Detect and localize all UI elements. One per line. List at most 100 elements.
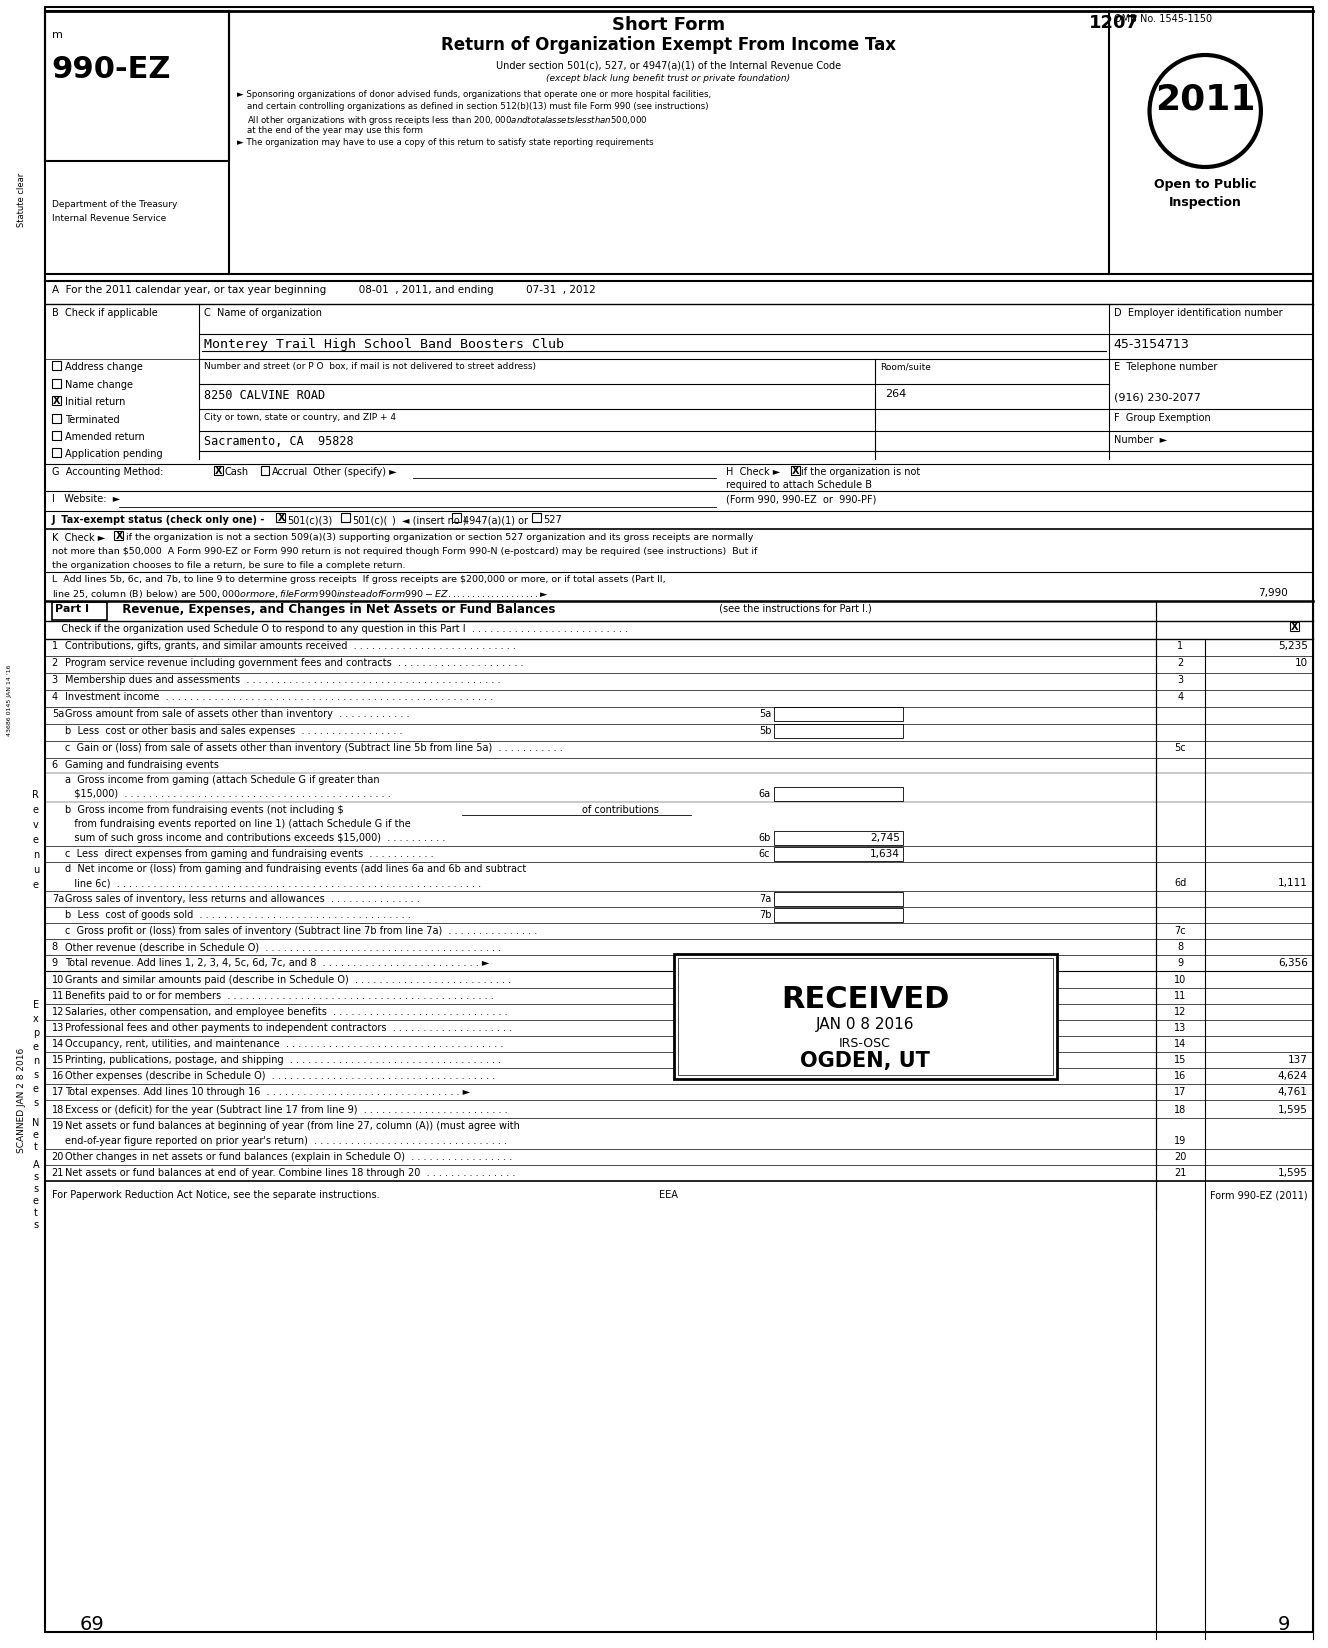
- Text: Statute clear: Statute clear: [17, 173, 27, 227]
- Text: 1207: 1207: [1089, 13, 1139, 31]
- Text: 1: 1: [1178, 641, 1183, 651]
- Text: Open to Public: Open to Public: [1154, 178, 1256, 191]
- Text: n: n: [33, 849, 39, 860]
- Text: All other organizations with gross receipts less than $200,000 and total assets : All other organizations with gross recei…: [247, 114, 647, 127]
- Text: 45-3154713: 45-3154713: [1114, 338, 1190, 351]
- Text: 10: 10: [1295, 658, 1308, 667]
- Text: 501(c)(3): 501(c)(3): [287, 514, 332, 524]
- Text: 8: 8: [1178, 941, 1183, 951]
- Text: not more than $50,000  A Form 990-EZ or Form 990 return is not required though F: not more than $50,000 A Form 990-EZ or F…: [52, 547, 757, 555]
- Text: 7c: 7c: [1174, 926, 1186, 936]
- Text: 9: 9: [1278, 1613, 1291, 1633]
- Text: L  Add lines 5b, 6c, and 7b, to line 9 to determine gross receipts  If gross rec: L Add lines 5b, 6c, and 7b, to line 9 to…: [52, 575, 665, 583]
- Text: 4,624: 4,624: [1278, 1070, 1308, 1081]
- Text: J  Tax-exempt status (check only one) -: J Tax-exempt status (check only one) -: [52, 514, 266, 524]
- Text: 19: 19: [52, 1121, 64, 1131]
- Bar: [774, 788, 903, 801]
- Text: n: n: [33, 1055, 39, 1065]
- Text: Net assets or fund balances at beginning of year (from line 27, column (A)) (mus: Net assets or fund balances at beginning…: [65, 1121, 519, 1131]
- Bar: [774, 725, 903, 738]
- Bar: [453, 514, 461, 522]
- Text: Short Form: Short Form: [612, 16, 725, 35]
- Text: Membership dues and assessments  . . . . . . . . . . . . . . . . . . . . . . . .: Membership dues and assessments . . . . …: [65, 674, 501, 684]
- Text: 16: 16: [1174, 1070, 1186, 1081]
- Text: 20: 20: [52, 1152, 64, 1162]
- Text: F  Group Exemption: F Group Exemption: [1114, 412, 1211, 424]
- Text: Program service revenue including government fees and contracts  . . . . . . . .: Program service revenue including govern…: [65, 658, 523, 667]
- Text: A: A: [32, 1159, 39, 1170]
- Bar: [45, 12, 228, 162]
- Bar: [276, 514, 286, 522]
- Bar: [774, 707, 903, 722]
- Text: (Form 990, 990-EZ  or  990-PF): (Form 990, 990-EZ or 990-PF): [726, 494, 876, 504]
- Text: (916) 230-2077: (916) 230-2077: [1114, 392, 1201, 402]
- Text: 9: 9: [1178, 957, 1183, 967]
- Text: 13: 13: [52, 1022, 64, 1032]
- Text: Address change: Address change: [65, 363, 142, 372]
- Text: c  Gross profit or (loss) from sales of inventory (Subtract line 7b from line 7a: c Gross profit or (loss) from sales of i…: [65, 926, 537, 936]
- Text: e: e: [33, 1129, 39, 1139]
- Bar: [214, 466, 223, 476]
- Text: 5b: 5b: [758, 725, 772, 735]
- Bar: [1289, 623, 1299, 631]
- Text: 3: 3: [1178, 674, 1183, 684]
- Text: 4947(a)(1) or: 4947(a)(1) or: [463, 514, 529, 524]
- Text: Gaming and fundraising events: Gaming and fundraising events: [65, 760, 219, 770]
- Text: 1,111: 1,111: [1278, 877, 1308, 888]
- Bar: [533, 514, 540, 522]
- Text: u: u: [33, 865, 39, 875]
- Text: 11: 11: [1174, 990, 1186, 1000]
- Text: s: s: [33, 1070, 39, 1079]
- Text: Total revenue. Add lines 1, 2, 3, 4, 5c, 6d, 7c, and 8  . . . . . . . . . . . . : Total revenue. Add lines 1, 2, 3, 4, 5c,…: [65, 957, 489, 967]
- Text: c  Gain or (loss) from sale of assets other than inventory (Subtract line 5b fro: c Gain or (loss) from sale of assets oth…: [65, 743, 562, 753]
- Text: Net assets or fund balances at end of year. Combine lines 18 through 20  . . . .: Net assets or fund balances at end of ye…: [65, 1167, 515, 1177]
- Text: X: X: [278, 513, 286, 522]
- Text: m: m: [52, 30, 62, 40]
- Text: 10: 10: [1174, 974, 1186, 984]
- Text: (except black lung benefit trust or private foundation): (except black lung benefit trust or priv…: [546, 74, 790, 82]
- Text: RECEIVED: RECEIVED: [781, 984, 950, 1014]
- Text: and certain controlling organizations as defined in section 512(b)(13) must file: and certain controlling organizations as…: [247, 102, 708, 110]
- Bar: [52, 432, 61, 440]
- Text: 5a: 5a: [52, 709, 64, 719]
- Text: Cash: Cash: [224, 466, 248, 476]
- Text: 14: 14: [52, 1038, 64, 1048]
- Text: Inspection: Inspection: [1169, 196, 1242, 209]
- Bar: [675, 954, 1057, 1079]
- Text: t: t: [33, 1142, 37, 1152]
- Text: e: e: [33, 1042, 39, 1051]
- Text: Number  ►: Number ►: [1114, 435, 1167, 445]
- Text: Department of the Treasury: Department of the Treasury: [52, 199, 177, 209]
- Text: sum of such gross income and contributions exceeds $15,000)  . . . . . . . . . .: sum of such gross income and contributio…: [65, 832, 445, 842]
- Text: 7b: 7b: [758, 910, 772, 920]
- Text: 4,761: 4,761: [1278, 1086, 1308, 1096]
- Text: Occupancy, rent, utilities, and maintenance  . . . . . . . . . . . . . . . . . .: Occupancy, rent, utilities, and maintena…: [65, 1038, 503, 1048]
- Text: 6,356: 6,356: [1278, 957, 1308, 967]
- Bar: [774, 893, 903, 906]
- Text: 264: 264: [884, 389, 906, 399]
- Text: d  Net income or (loss) from gaming and fundraising events (add lines 6a and 6b : d Net income or (loss) from gaming and f…: [65, 864, 526, 873]
- Text: X: X: [791, 466, 799, 476]
- Text: Benefits paid to or for members  . . . . . . . . . . . . . . . . . . . . . . . .: Benefits paid to or for members . . . . …: [65, 990, 494, 1000]
- Text: 2,745: 2,745: [870, 832, 900, 842]
- Text: 2: 2: [52, 658, 58, 667]
- Text: 7,990: 7,990: [1258, 588, 1288, 598]
- Text: Professional fees and other payments to independent contractors  . . . . . . . .: Professional fees and other payments to …: [65, 1022, 511, 1032]
- Text: (see the instructions for Part I.): (see the instructions for Part I.): [716, 603, 871, 613]
- Text: 15: 15: [52, 1055, 64, 1065]
- Text: Grants and similar amounts paid (describe in Schedule O)  . . . . . . . . . . . : Grants and similar amounts paid (describ…: [65, 974, 511, 984]
- Bar: [52, 448, 61, 458]
- Bar: [774, 832, 903, 845]
- Text: 11: 11: [52, 990, 64, 1000]
- Text: 5c: 5c: [1174, 743, 1186, 753]
- Text: Contributions, gifts, grants, and similar amounts received  . . . . . . . . . . : Contributions, gifts, grants, and simila…: [65, 641, 515, 651]
- Text: 14: 14: [1174, 1038, 1186, 1048]
- Bar: [52, 379, 61, 389]
- Text: Room/suite: Room/suite: [880, 363, 931, 371]
- Text: 4: 4: [1178, 692, 1183, 702]
- Text: of contributions: of contributions: [457, 804, 659, 814]
- Text: 6a: 6a: [758, 788, 770, 799]
- Text: 501(c)(: 501(c)(: [352, 514, 388, 524]
- Bar: [114, 532, 124, 541]
- Text: 15: 15: [1174, 1055, 1186, 1065]
